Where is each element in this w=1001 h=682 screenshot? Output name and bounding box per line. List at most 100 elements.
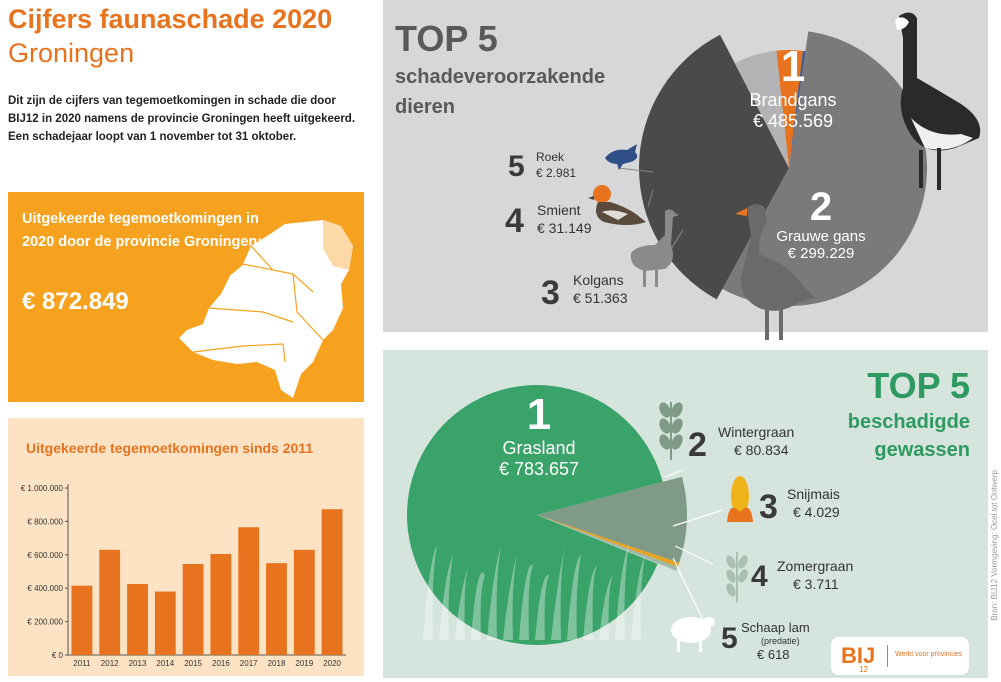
- y-tick-label: € 600.000: [27, 551, 63, 560]
- crop-rank-5: 5: [721, 622, 738, 655]
- animal-name-2: Grauwe gans: [776, 228, 866, 245]
- animal-value-2: € 299.229: [787, 245, 855, 262]
- animals-panel: TOP 5 schadeveroorzakende dieren 1 Brand…: [383, 0, 988, 340]
- logo-text: BIJ: [841, 643, 876, 668]
- crop-name-3: Snijmais: [787, 486, 840, 502]
- bar-2012: [99, 549, 121, 655]
- x-tick-label: 2013: [129, 659, 147, 668]
- logo-divider: [887, 645, 888, 667]
- crop-rank-3: 3: [759, 488, 778, 526]
- animals-subtitle: schadeveroorzakende dieren: [395, 62, 605, 122]
- animals-pie-chart: [617, 31, 927, 306]
- pie-slice-schaap-lam: [537, 515, 677, 572]
- animal-rank-3: 3: [541, 274, 560, 312]
- bar-chart: € 0 € 200.000 € 400.000 € 600.000 € 800.000 €…: [21, 484, 346, 668]
- x-tick-label: 2014: [156, 659, 174, 668]
- animals-subtitle-line2: dieren: [395, 96, 456, 118]
- total-amount: € 872.849: [22, 288, 129, 315]
- netherlands-map-icon: [179, 220, 353, 398]
- animal-value-4: € 31.149: [537, 220, 592, 236]
- pie-slice-roek: [789, 50, 806, 168]
- crop-rank-4: 4: [751, 560, 768, 593]
- bar-2015: [182, 563, 204, 655]
- animal-item-2: 2 Grauwe gans € 299.229: [761, 186, 881, 262]
- bar-chart-panel: Uitgekeerde tegemoetkomingen sinds 2011 …: [8, 418, 364, 676]
- x-tick-label: 2020: [323, 659, 341, 668]
- animal-rank-4: 4: [505, 202, 524, 240]
- crops-pie-chart: [407, 385, 724, 645]
- x-tick-label: 2011: [73, 659, 91, 668]
- bar-2018: [266, 563, 287, 655]
- grass-pattern: [423, 545, 645, 640]
- crop-value-3: € 4.029: [793, 504, 840, 520]
- intro-text: Dit zijn de cijfers van tegemoetkomingen…: [8, 95, 356, 143]
- crops-subtitle-line2: gewassen: [874, 439, 970, 461]
- animal-value-1: € 485.569: [752, 111, 834, 131]
- x-tick-label: 2016: [212, 659, 230, 668]
- animal-rank-2: 2: [809, 185, 833, 229]
- animal-value-5: € 2.981: [536, 166, 577, 180]
- y-tick-label: € 0: [52, 651, 64, 660]
- leader-line: [674, 545, 714, 565]
- crop-name-2: Wintergraan: [718, 424, 795, 440]
- bar-chart-title: Uitgekeerde tegemoetkomingen sinds 2011: [26, 440, 314, 456]
- credit-text: Bron: BIJ12 Vormgeving: Ocel tot Ontwerp: [990, 470, 999, 621]
- pie-slice-brandgans: [722, 31, 927, 306]
- animal-value-3: € 51.363: [573, 290, 628, 306]
- crop-value-5: € 618: [757, 647, 790, 662]
- pie-slice-grasland: [407, 385, 663, 645]
- barnacle-goose-icon: [895, 12, 981, 190]
- leader-line: [672, 557, 704, 621]
- animal-item-1: 1 Brandgans € 485.569: [733, 44, 853, 132]
- x-tick-label: 2017: [240, 659, 258, 668]
- crops-subtitle: beschadigde gewassen: [848, 408, 970, 464]
- rook-icon: [605, 144, 638, 170]
- page-subtitle: Groningen: [8, 38, 135, 68]
- pie-slice-zomergraan: [537, 515, 678, 571]
- animals-subtitle-line1: schadeveroorzakende: [395, 66, 606, 88]
- x-tick-label: 2015: [184, 659, 202, 668]
- crop-value-1: € 783.657: [498, 459, 580, 479]
- animals-title: TOP 5: [395, 18, 498, 59]
- corn-icon: [727, 476, 753, 522]
- crop-rank-2: 2: [688, 426, 707, 464]
- animal-name-1: Brandgans: [749, 90, 837, 110]
- leader-line: [664, 469, 684, 478]
- x-tick-label: 2012: [101, 659, 119, 668]
- bij12-logo: BIJ 12 Werkt voor provincies: [831, 637, 969, 675]
- y-tick-label: € 1.000.000: [21, 484, 64, 493]
- animal-name-3: Kolgans: [573, 272, 624, 288]
- pie-slice-wintergraan: [537, 476, 687, 563]
- sheep-icon: [671, 617, 715, 652]
- summer-grain-icon: [726, 552, 748, 602]
- total-label: Uitgekeerde tegemoetkomingen in 2020 doo…: [22, 211, 263, 250]
- greylag-goose-icon: [735, 204, 815, 340]
- leader-line: [672, 509, 724, 527]
- pie-slice-kolgans: [734, 50, 789, 169]
- bar-2020: [321, 509, 343, 655]
- crops-panel: TOP 5 beschadigde gewassen 1 Grasland € …: [383, 350, 988, 678]
- wigeon-icon: [588, 185, 646, 225]
- leader-line: [617, 167, 654, 173]
- white-fronted-goose-icon: [630, 209, 679, 287]
- animal-name-4: Smient: [537, 202, 581, 218]
- bar-2013: [127, 584, 148, 655]
- crop-name-1: Grasland: [502, 438, 576, 458]
- logo-tagline: Werkt voor provincies: [895, 651, 963, 658]
- crop-item-1: 1 Grasland € 783.657: [479, 392, 599, 480]
- y-tick-label: € 400.000: [27, 584, 63, 593]
- pie-slice-snijmais: [537, 515, 680, 567]
- logo-sub: 12: [859, 665, 868, 674]
- crops-title: TOP 5: [867, 365, 970, 406]
- animal-rank-5: 5: [508, 150, 525, 183]
- bar-2017: [238, 527, 260, 655]
- wheat-icon: [659, 402, 683, 460]
- crop-note-5: (predatie): [761, 636, 800, 646]
- bar-2011: [71, 585, 93, 655]
- y-tick-label: € 800.000: [27, 517, 63, 526]
- y-tick-label: € 200.000: [27, 618, 63, 627]
- bar-2016: [210, 553, 232, 655]
- crop-value-2: € 80.834: [734, 442, 789, 458]
- crop-name-5: Schaap lam: [741, 620, 810, 635]
- crop-rank-1: 1: [526, 390, 552, 439]
